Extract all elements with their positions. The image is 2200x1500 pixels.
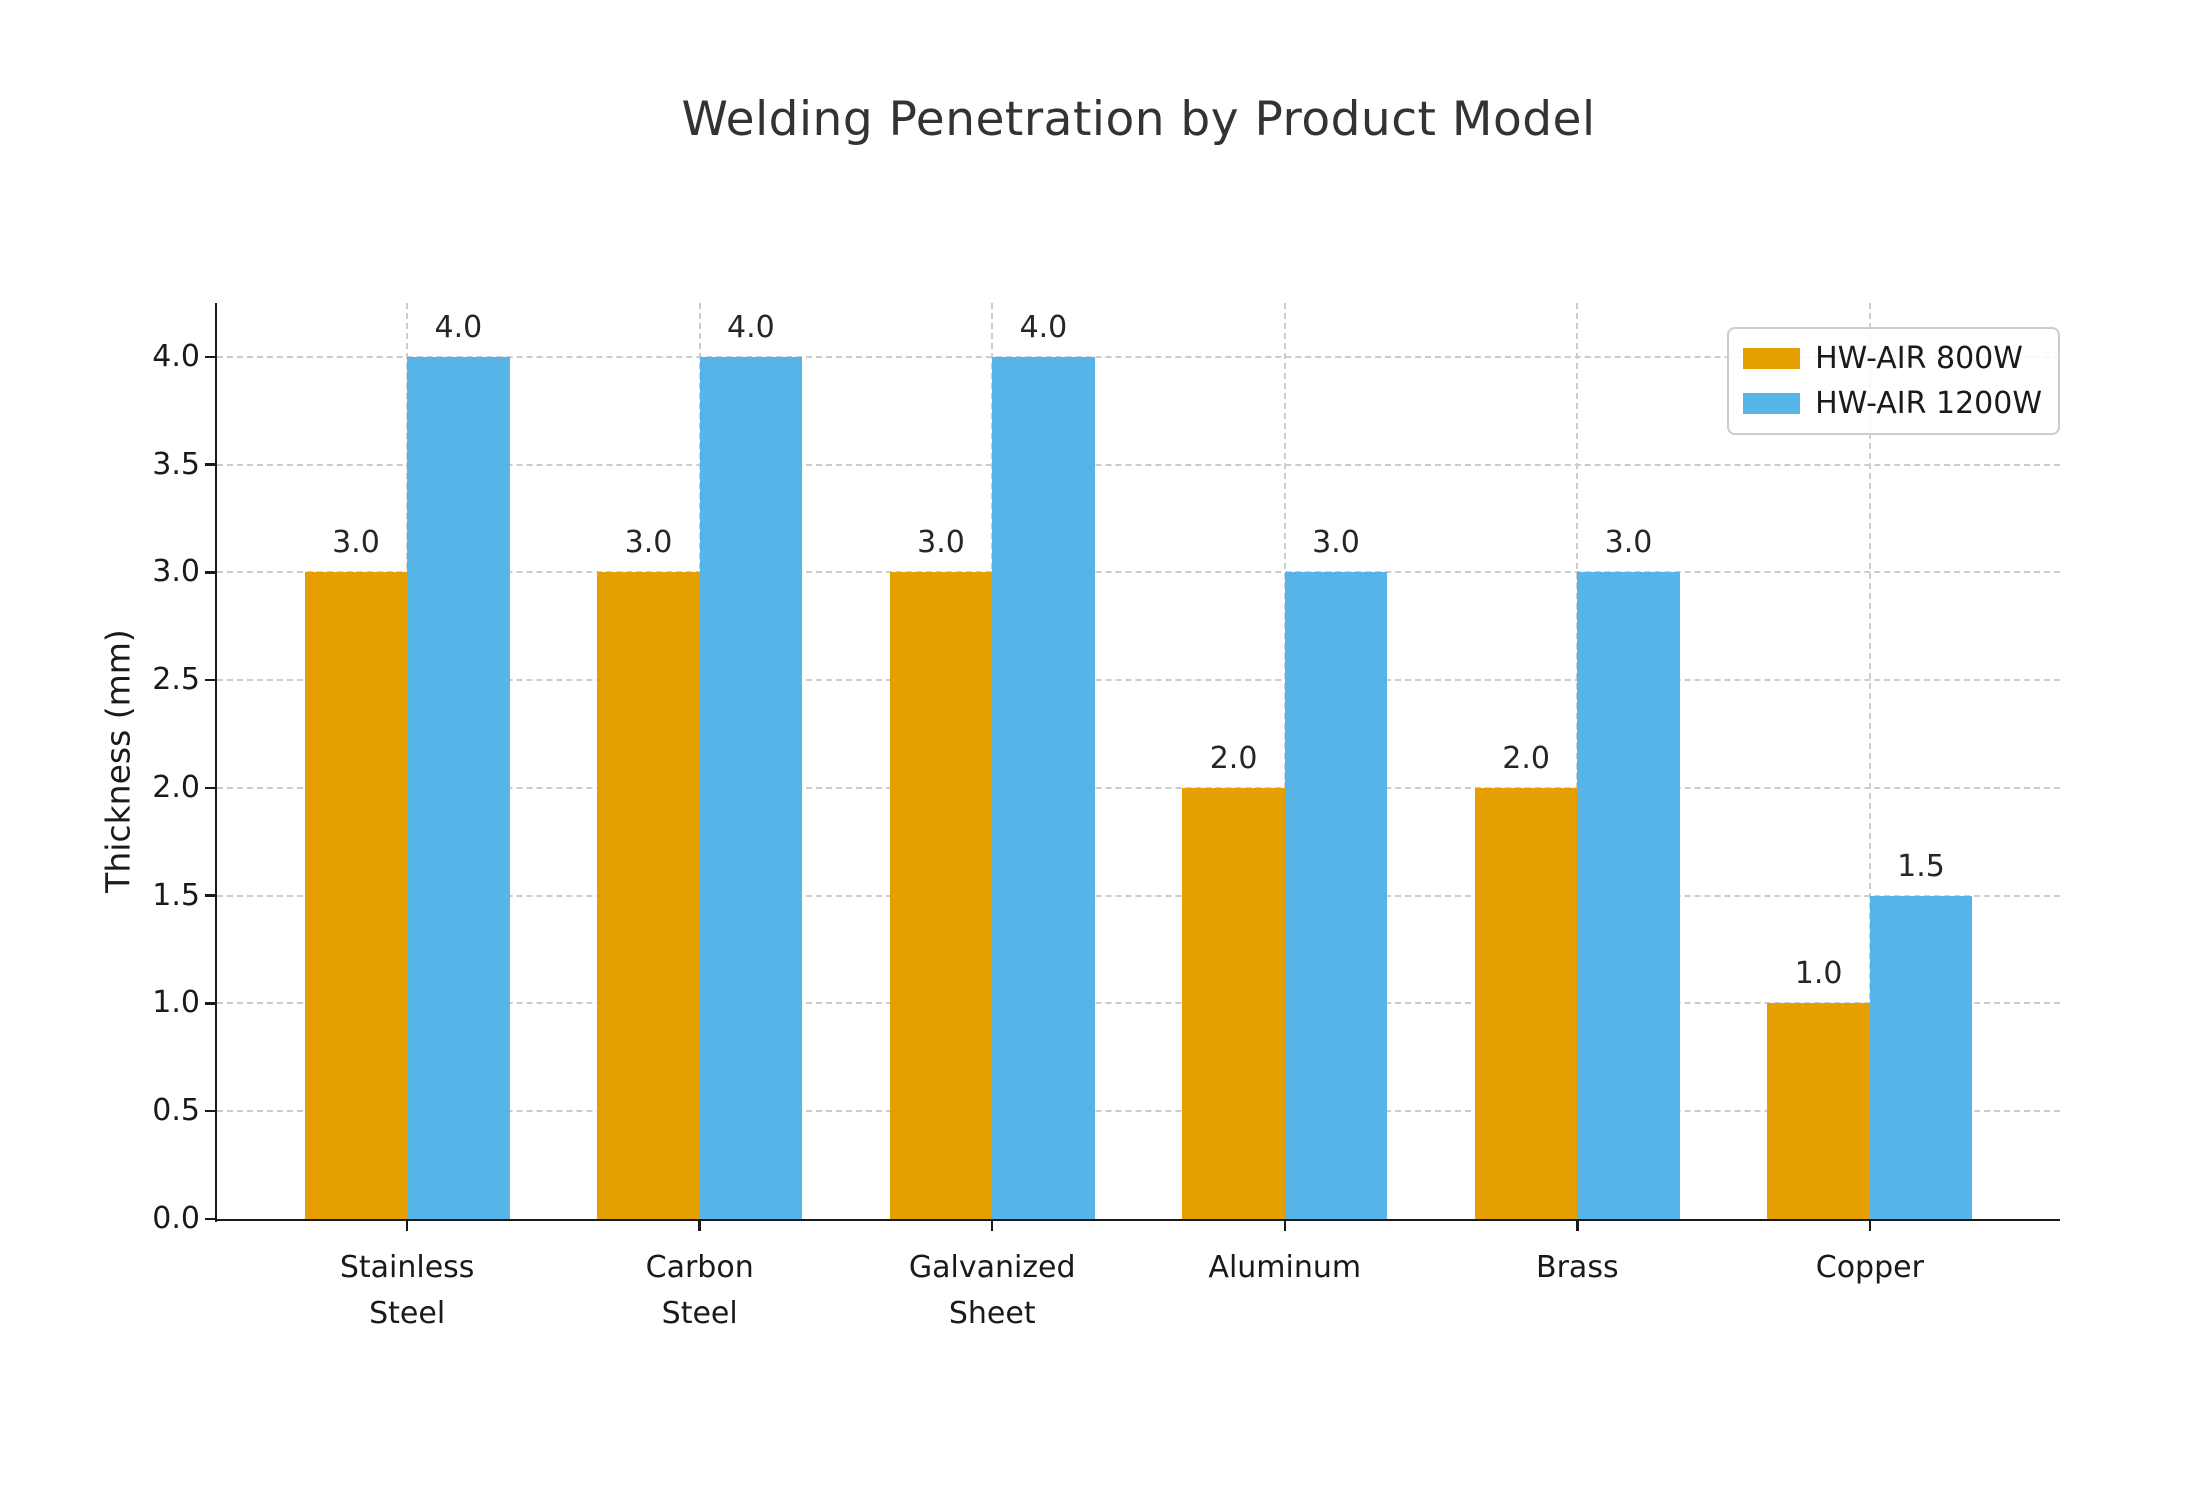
y-axis-tick bbox=[204, 1109, 215, 1113]
bar-hw-air-1200w-galvanized-sheet bbox=[992, 356, 1095, 1219]
bar-value-label: 2.0 bbox=[1502, 740, 1550, 776]
bar-value-label: 1.5 bbox=[1897, 848, 1945, 884]
y-tick-label: 1.5 bbox=[152, 877, 200, 913]
y-axis-tick bbox=[204, 678, 215, 682]
y-axis-spine bbox=[214, 303, 217, 1222]
bar-hw-air-1200w-brass bbox=[1577, 572, 1680, 1219]
gridline-horizontal bbox=[217, 786, 2060, 789]
bar-hw-air-800w-carbon-steel bbox=[597, 572, 700, 1219]
y-axis-tick bbox=[204, 1217, 215, 1221]
bar-value-label: 3.0 bbox=[624, 525, 673, 561]
gridline-horizontal bbox=[217, 355, 2060, 358]
bar-value-label: 3.0 bbox=[332, 525, 380, 561]
x-axis-tick bbox=[1868, 1221, 1872, 1231]
bar-value-label: 4.0 bbox=[727, 309, 775, 345]
bar-value-label: 2.0 bbox=[1209, 740, 1258, 776]
gridline-horizontal bbox=[217, 1110, 2060, 1113]
x-axis-tick bbox=[405, 1221, 409, 1231]
x-axis-spine bbox=[214, 1218, 2060, 1221]
bar-hw-air-800w-stainless-steel bbox=[304, 572, 408, 1219]
legend-swatch-hw-air-800w bbox=[1743, 348, 1801, 369]
y-axis-tick bbox=[204, 894, 215, 897]
gridline-vertical bbox=[1868, 303, 1871, 1219]
x-tick-label-stainless-steel: Stainless Steel bbox=[339, 1250, 475, 1331]
x-tick-label-aluminum: Aluminum bbox=[1208, 1250, 1362, 1285]
x-axis-tick bbox=[1283, 1221, 1287, 1231]
y-tick-label: 4.0 bbox=[152, 338, 200, 374]
bar-value-label: 4.0 bbox=[1019, 309, 1068, 345]
y-tick-label: 3.0 bbox=[152, 554, 200, 590]
y-tick-label: 3.5 bbox=[152, 446, 200, 482]
y-tick-label: 2.5 bbox=[152, 662, 200, 698]
chart-title: Welding Penetration by Product Model bbox=[681, 92, 1596, 147]
x-tick-label-carbon-steel: Carbon Steel bbox=[645, 1250, 754, 1331]
bar-hw-air-1200w-carbon-steel bbox=[699, 356, 803, 1219]
legend-label: HW-AIR 800W bbox=[1815, 341, 2023, 376]
legend: HW-AIR 800W HW-AIR 1200W bbox=[1727, 327, 2060, 435]
legend-swatch-hw-air-1200w bbox=[1743, 393, 1801, 414]
y-axis-tick bbox=[204, 571, 215, 574]
x-axis-tick bbox=[698, 1221, 701, 1231]
bar-hw-air-1200w-stainless-steel bbox=[407, 356, 510, 1219]
legend-label: HW-AIR 1200W bbox=[1815, 386, 2042, 421]
y-axis-tick bbox=[204, 1002, 215, 1005]
gridline-horizontal bbox=[217, 679, 2060, 682]
gridline-horizontal bbox=[217, 894, 2060, 897]
x-tick-label-brass: Brass bbox=[1536, 1250, 1619, 1285]
gridline-horizontal bbox=[217, 463, 2060, 466]
bar-hw-air-800w-copper bbox=[1767, 1003, 1870, 1219]
y-axis-tick bbox=[204, 786, 215, 790]
y-tick-label: 1.0 bbox=[152, 985, 200, 1021]
legend-item-hw-air-800w: HW-AIR 800W bbox=[1743, 341, 2042, 376]
bar-value-label: 3.0 bbox=[917, 525, 965, 561]
bar-hw-air-800w-galvanized-sheet bbox=[889, 572, 993, 1219]
bar-value-label: 3.0 bbox=[1312, 525, 1360, 561]
bar-hw-air-1200w-aluminum bbox=[1284, 572, 1388, 1219]
bar-hw-air-800w-brass bbox=[1474, 787, 1578, 1219]
bar-value-label: 3.0 bbox=[1604, 525, 1653, 561]
y-axis-tick bbox=[204, 463, 215, 466]
x-tick-label-galvanized-sheet: Galvanized Sheet bbox=[908, 1250, 1076, 1331]
y-tick-label: 2.0 bbox=[152, 769, 200, 805]
legend-item-hw-air-1200w: HW-AIR 1200W bbox=[1743, 386, 2042, 421]
y-tick-label: 0.0 bbox=[152, 1201, 200, 1236]
bar-value-label: 1.0 bbox=[1794, 956, 1843, 992]
x-tick-label-copper: Copper bbox=[1815, 1250, 1924, 1285]
y-axis-tick bbox=[204, 355, 215, 359]
bar-hw-air-1200w-copper bbox=[1869, 895, 1973, 1219]
bar-value-label: 4.0 bbox=[434, 309, 483, 345]
bar-hw-air-800w-aluminum bbox=[1182, 787, 1285, 1219]
gridline-horizontal bbox=[217, 1002, 2060, 1005]
x-axis-tick bbox=[1576, 1221, 1579, 1231]
x-axis-tick bbox=[990, 1221, 994, 1231]
gridline-horizontal bbox=[217, 571, 2060, 574]
y-tick-label: 0.5 bbox=[152, 1093, 200, 1129]
